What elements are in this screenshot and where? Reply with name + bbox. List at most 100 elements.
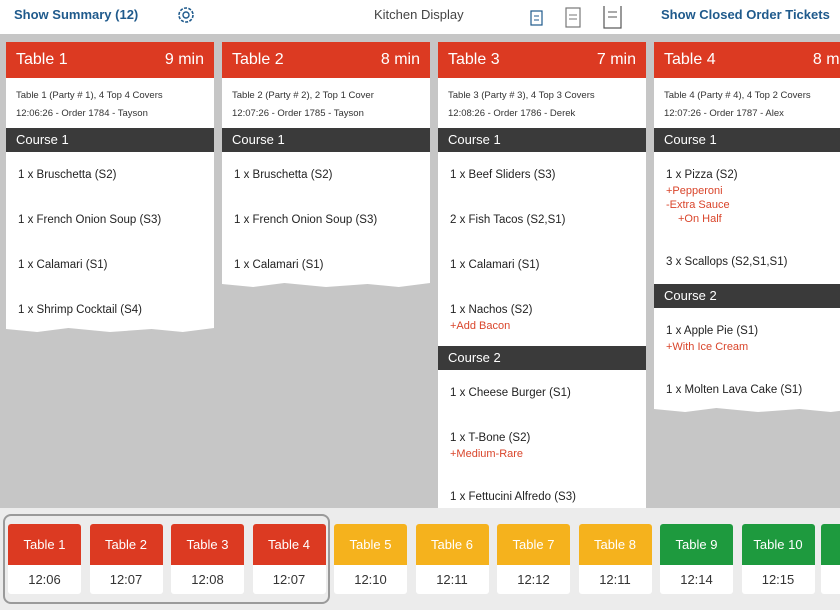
order-item: 1 x Pizza (S2) +Pepperoni -Extra Sauce +On … [654, 152, 840, 239]
item-text: 1 x Beef Sliders (S3) [450, 169, 556, 181]
course-bar: Course 2 [438, 346, 646, 370]
order-item: 1 x Nachos (S2) +Add Bacon [438, 287, 646, 346]
item-text: 1 x Pizza (S2) [666, 169, 738, 181]
item-text: 1 x Bruschetta (S2) [234, 169, 333, 181]
table-strip: Table 1 12:06 Table 2 12:07 Table 3 12:08 Tabl… [0, 508, 840, 610]
ticket: Table 2 8 min Table 2 (Party # 2), 2 Top 1… [222, 42, 430, 287]
course-bar: Course 1 [222, 128, 430, 152]
tile-time: 12:06 [28, 572, 61, 587]
item-modifier: +Pepperoni [666, 185, 723, 197]
ticket-info: Table 4 (Party # 4), 4 Top 2 Covers 12:07… [654, 78, 840, 128]
ticket-table: Table 2 [232, 51, 284, 68]
item-text: 1 x Molten Lava Cake (S1) [666, 384, 803, 396]
order-item: 1 x Cheese Burger (S1) [438, 370, 646, 415]
tile-table: Table 10 [741, 524, 815, 565]
item-text: 1 x French Onion Soup (S3) [234, 214, 378, 226]
tile-table: Table 5 [334, 524, 407, 565]
ticket: Table 3 7 min Table 3 (Party # 3), 4 Top 3… [438, 42, 646, 519]
item-modifier: -Extra Sauce [666, 199, 730, 211]
party-info: Table 3 (Party # 3), 4 Top 3 Covers [448, 90, 595, 101]
item-text: 1 x Nachos (S2) [450, 304, 533, 316]
closed-tickets-link[interactable]: Show Closed Order Tickets [661, 7, 830, 22]
order-info: 12:07:26 - Order 1787 - Alex [664, 108, 784, 119]
ticket-info: Table 1 (Party # 1), 4 Top 4 Covers 12:06… [6, 78, 214, 128]
item-text: 1 x French Onion Soup (S3) [18, 214, 162, 226]
item-text: 1 x Calamari (S1) [18, 259, 108, 271]
tile-table: Table 1 [8, 524, 81, 565]
ticket-table: Table 4 [664, 51, 716, 68]
tile-table: Table 8 [578, 524, 652, 565]
ticket-elapsed: 8 min [380, 51, 420, 68]
summary-link[interactable]: Show Summary (12) [14, 7, 139, 22]
tile-table: Table 2 [89, 524, 163, 565]
order-item: 1 x Fettucini Alfredo (S3) [438, 474, 646, 519]
ticket-header: Table 1 9 min [6, 42, 214, 78]
ticket-table: Table 3 [448, 51, 500, 68]
order-item: 1 x Bruschetta (S2) [222, 152, 430, 197]
order-item: 1 x Apple Pie (S1) +With Ice Cream [654, 308, 840, 367]
ticket: Table 1 9 min Table 1 (Party # 1), 4 Top 4… [6, 42, 214, 332]
order-item: 1 x Calamari (S1) [438, 242, 646, 287]
order-item: 1 x French Onion Soup (S3) [222, 197, 430, 242]
order-item: 1 x Calamari (S1) [222, 242, 430, 287]
order-item: 1 x French Onion Soup (S3) [6, 197, 214, 242]
item-text: 3 x Scallops (S2,S1,S1) [666, 256, 788, 268]
table-tile[interactable]: Table 9 12:14 [660, 524, 733, 594]
table-tile[interactable]: Table 3 12:08 [171, 524, 244, 594]
ticket-header: Table 4 8 min [654, 42, 840, 78]
course-bar: Course 2 [654, 284, 840, 308]
order-item: 3 x Scallops (S2,S1,S1) [654, 239, 840, 284]
party-info: Table 1 (Party # 1), 4 Top 4 Covers [16, 90, 163, 101]
tile-time: 12:11 [599, 572, 631, 587]
page-title: Kitchen Display [374, 7, 464, 22]
tile-time: 12:08 [191, 572, 224, 587]
table-tile[interactable]: Table 4 12:07 [252, 524, 326, 594]
ticket-info: Table 3 (Party # 3), 4 Top 3 Covers 12:08… [438, 78, 646, 128]
table-tile[interactable]: Table 2 12:07 [89, 524, 163, 594]
course-bar: Course 1 [654, 128, 840, 152]
order-item: 1 x Beef Sliders (S3) [438, 152, 646, 197]
item-text: 2 x Fish Tacos (S2,S1) [450, 214, 566, 226]
table-tile[interactable]: Table 1 12:06 [8, 524, 81, 594]
layout-icons[interactable] [528, 6, 628, 32]
party-info: Table 2 (Party # 2), 2 Top 1 Cover [232, 90, 374, 101]
item-modifier: +Medium-Rare [450, 448, 524, 460]
order-item: 1 x Bruschetta (S2) [6, 152, 214, 197]
order-item: 2 x Fish Tacos (S2,S1) [438, 197, 646, 242]
table-tile[interactable]: Table 7 12:12 [497, 524, 570, 594]
item-text: 1 x Fettucini Alfredo (S3) [450, 491, 576, 503]
tile-time: 12:10 [354, 572, 387, 587]
tile-table: Table 4 [252, 524, 326, 565]
top-bar: Show Summary (12) Kitchen Display Show C… [0, 0, 840, 34]
order-info: 12:07:26 - Order 1785 - Tayson [232, 108, 364, 119]
item-text: 1 x Calamari (S1) [234, 259, 324, 271]
tile-partial[interactable] [821, 524, 840, 594]
order-info: 12:06:26 - Order 1784 - Tayson [16, 108, 148, 119]
tile-time: 12:12 [517, 572, 550, 587]
table-tile[interactable]: Table 8 12:11 [578, 524, 652, 594]
settings-icon[interactable] [176, 5, 196, 25]
table-tile[interactable]: Table 10 12:15 [741, 524, 815, 594]
ticket-info: Table 2 (Party # 2), 2 Top 1 Cover 12:07:… [222, 78, 430, 128]
tile-time: 12:15 [761, 572, 795, 587]
ticket-elapsed: 8 min [812, 51, 840, 68]
item-text: 1 x T-Bone (S2) [450, 432, 531, 444]
order-item: 1 x Shrimp Cocktail (S4) [6, 287, 214, 332]
course-bar: Course 1 [6, 128, 214, 152]
ticket-table: Table 1 [16, 51, 68, 68]
table-tile[interactable]: Table 6 12:11 [415, 524, 489, 594]
tile-time: 12:07 [109, 572, 143, 587]
tile-time: 12:14 [680, 572, 713, 587]
order-item: 1 x Molten Lava Cake (S1) [654, 367, 840, 412]
order-item: 1 x Calamari (S1) [6, 242, 214, 287]
ticket: Table 4 8 min Table 4 (Party # 4), 4 Top 2… [654, 42, 840, 412]
tile-time: 12:11 [436, 572, 468, 587]
item-text: 1 x Cheese Burger (S1) [450, 387, 571, 399]
tile-table: Table 3 [171, 524, 244, 565]
ticket-elapsed: 9 min [164, 51, 204, 68]
tile-table: Table 6 [415, 524, 489, 565]
table-tile[interactable]: Table 5 12:10 [334, 524, 407, 594]
item-modifier: +With Ice Cream [666, 341, 749, 353]
party-info: Table 4 (Party # 4), 4 Top 2 Covers [664, 90, 811, 101]
